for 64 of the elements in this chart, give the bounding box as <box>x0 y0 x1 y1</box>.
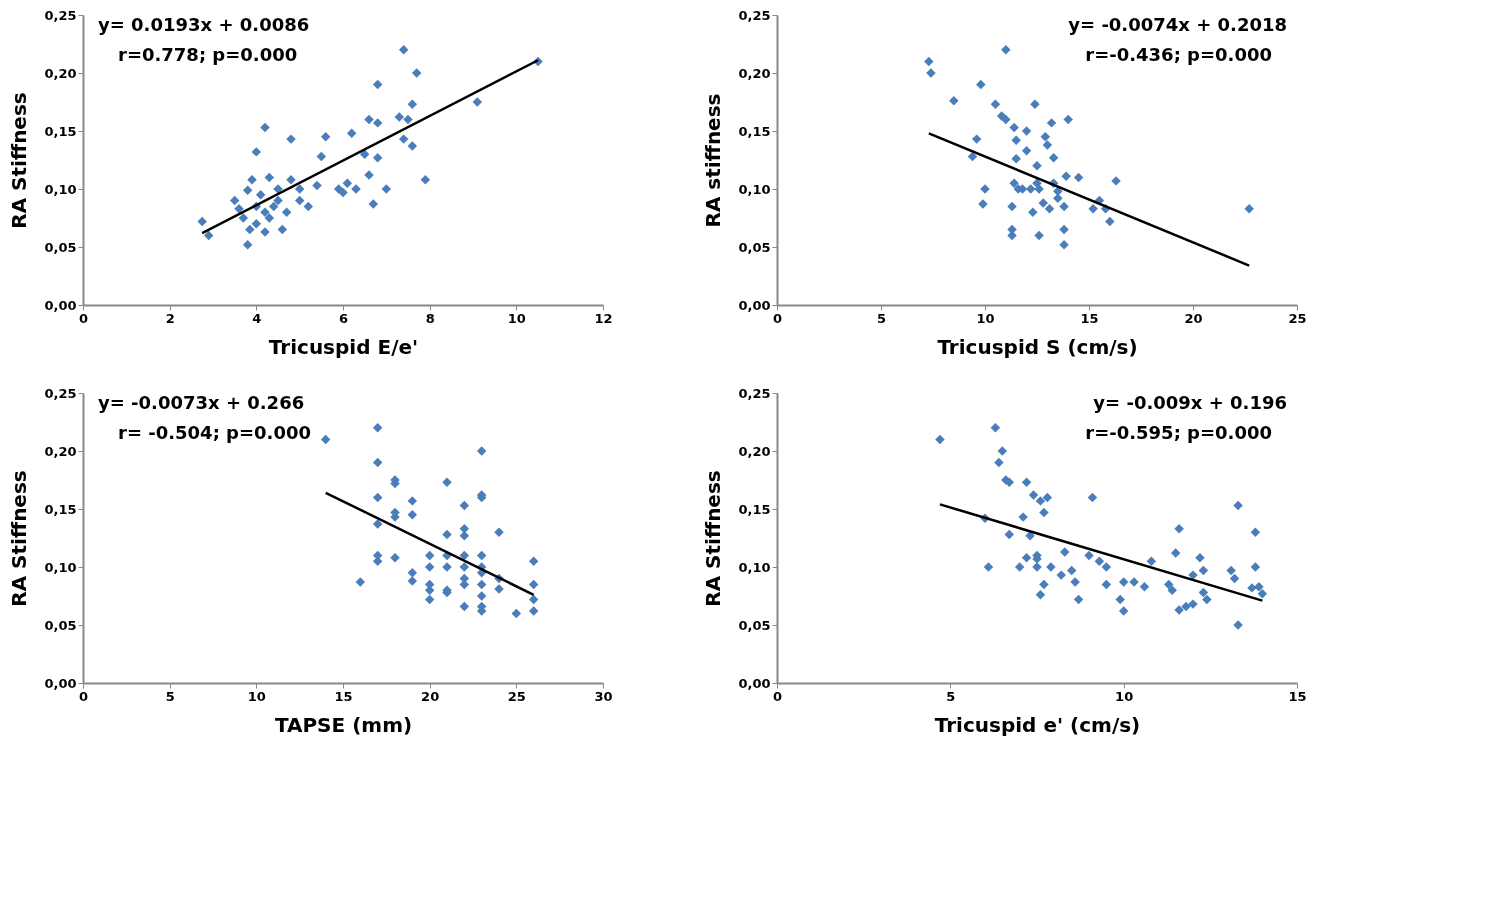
x-tick-label: 0 <box>772 688 783 704</box>
y-tick-label: 0,15 <box>44 501 77 517</box>
y-tick-label: 0,25 <box>738 385 771 401</box>
x-tick-label: 25 <box>507 688 526 704</box>
x-axis-title: Tricuspid S (cm/s) <box>937 334 1138 359</box>
y-axis-title: RA Stiffness <box>7 92 32 229</box>
x-tick-label: 10 <box>1115 688 1134 704</box>
y-tick-label: 0,25 <box>738 7 771 23</box>
x-tick-label: 30 <box>594 688 613 704</box>
x-tick-label: 8 <box>425 310 435 326</box>
x-tick-label: 0 <box>78 310 89 326</box>
y-axis-title: RA Stiffness <box>701 470 726 607</box>
x-tick-label: 15 <box>1080 310 1099 326</box>
x-tick-label: 5 <box>946 688 956 704</box>
y-tick-label: 0,20 <box>44 65 77 81</box>
y-tick-label: 0,00 <box>738 675 771 691</box>
annotation: r=-0.436; p=0.000 <box>1085 44 1272 65</box>
y-tick-label: 0,20 <box>738 65 771 81</box>
x-tick-label: 2 <box>165 310 175 326</box>
annotation: r=0.778; p=0.000 <box>118 44 298 65</box>
annotation: r=-0.595; p=0.000 <box>1085 422 1272 443</box>
y-tick-label: 0,05 <box>738 617 771 633</box>
y-tick-label: 0,15 <box>738 501 771 517</box>
x-tick-label: 0 <box>772 310 783 326</box>
y-tick-label: 0,05 <box>738 239 771 255</box>
x-axis-title: Tricuspid e' (cm/s) <box>934 712 1141 737</box>
annotation: y= 0.0193x + 0.0086 <box>98 14 310 35</box>
x-tick-label: 5 <box>876 310 887 326</box>
y-tick-label: 0,10 <box>44 559 77 575</box>
y-axis-title: RA Stiffness <box>7 470 32 607</box>
y-tick-label: 0,15 <box>738 123 771 139</box>
annotation: y= -0.0074x + 0.2018 <box>1068 14 1287 35</box>
y-tick-label: 0,25 <box>44 7 77 23</box>
x-tick-label: 5 <box>165 688 175 704</box>
x-tick-label: 10 <box>976 310 995 326</box>
x-axis-title: Tricuspid E/e' <box>268 334 419 359</box>
y-tick-label: 0,05 <box>44 239 77 255</box>
y-tick-label: 0,10 <box>44 181 77 197</box>
y-tick-label: 0,05 <box>44 617 77 633</box>
y-tick-label: 0,10 <box>738 559 771 575</box>
x-tick-label: 15 <box>334 688 353 704</box>
annotation: r= -0.504; p=0.000 <box>118 422 311 443</box>
y-tick-label: 0,00 <box>44 675 77 691</box>
y-tick-label: 0,20 <box>44 443 77 459</box>
x-tick-label: 0 <box>78 688 89 704</box>
x-tick-label: 20 <box>1184 310 1203 326</box>
annotation: y= -0.009x + 0.196 <box>1093 392 1287 413</box>
y-tick-label: 0,15 <box>44 123 77 139</box>
x-axis-title: TAPSE (mm) <box>274 712 413 737</box>
x-tick-label: 25 <box>1288 310 1307 326</box>
x-tick-label: 10 <box>247 688 266 704</box>
x-tick-label: 6 <box>338 310 349 326</box>
y-tick-label: 0,25 <box>44 385 77 401</box>
x-tick-label: 4 <box>252 310 262 326</box>
annotation: y= -0.0073x + 0.266 <box>98 392 305 413</box>
x-tick-label: 20 <box>421 688 440 704</box>
y-axis-title: RA stiffness <box>701 93 726 228</box>
y-tick-label: 0,20 <box>738 443 771 459</box>
x-tick-label: 12 <box>594 310 613 326</box>
y-tick-label: 0,10 <box>738 181 771 197</box>
x-tick-label: 10 <box>507 310 526 326</box>
y-tick-label: 0,00 <box>738 297 771 313</box>
y-tick-label: 0,00 <box>44 297 77 313</box>
x-tick-label: 15 <box>1288 688 1307 704</box>
